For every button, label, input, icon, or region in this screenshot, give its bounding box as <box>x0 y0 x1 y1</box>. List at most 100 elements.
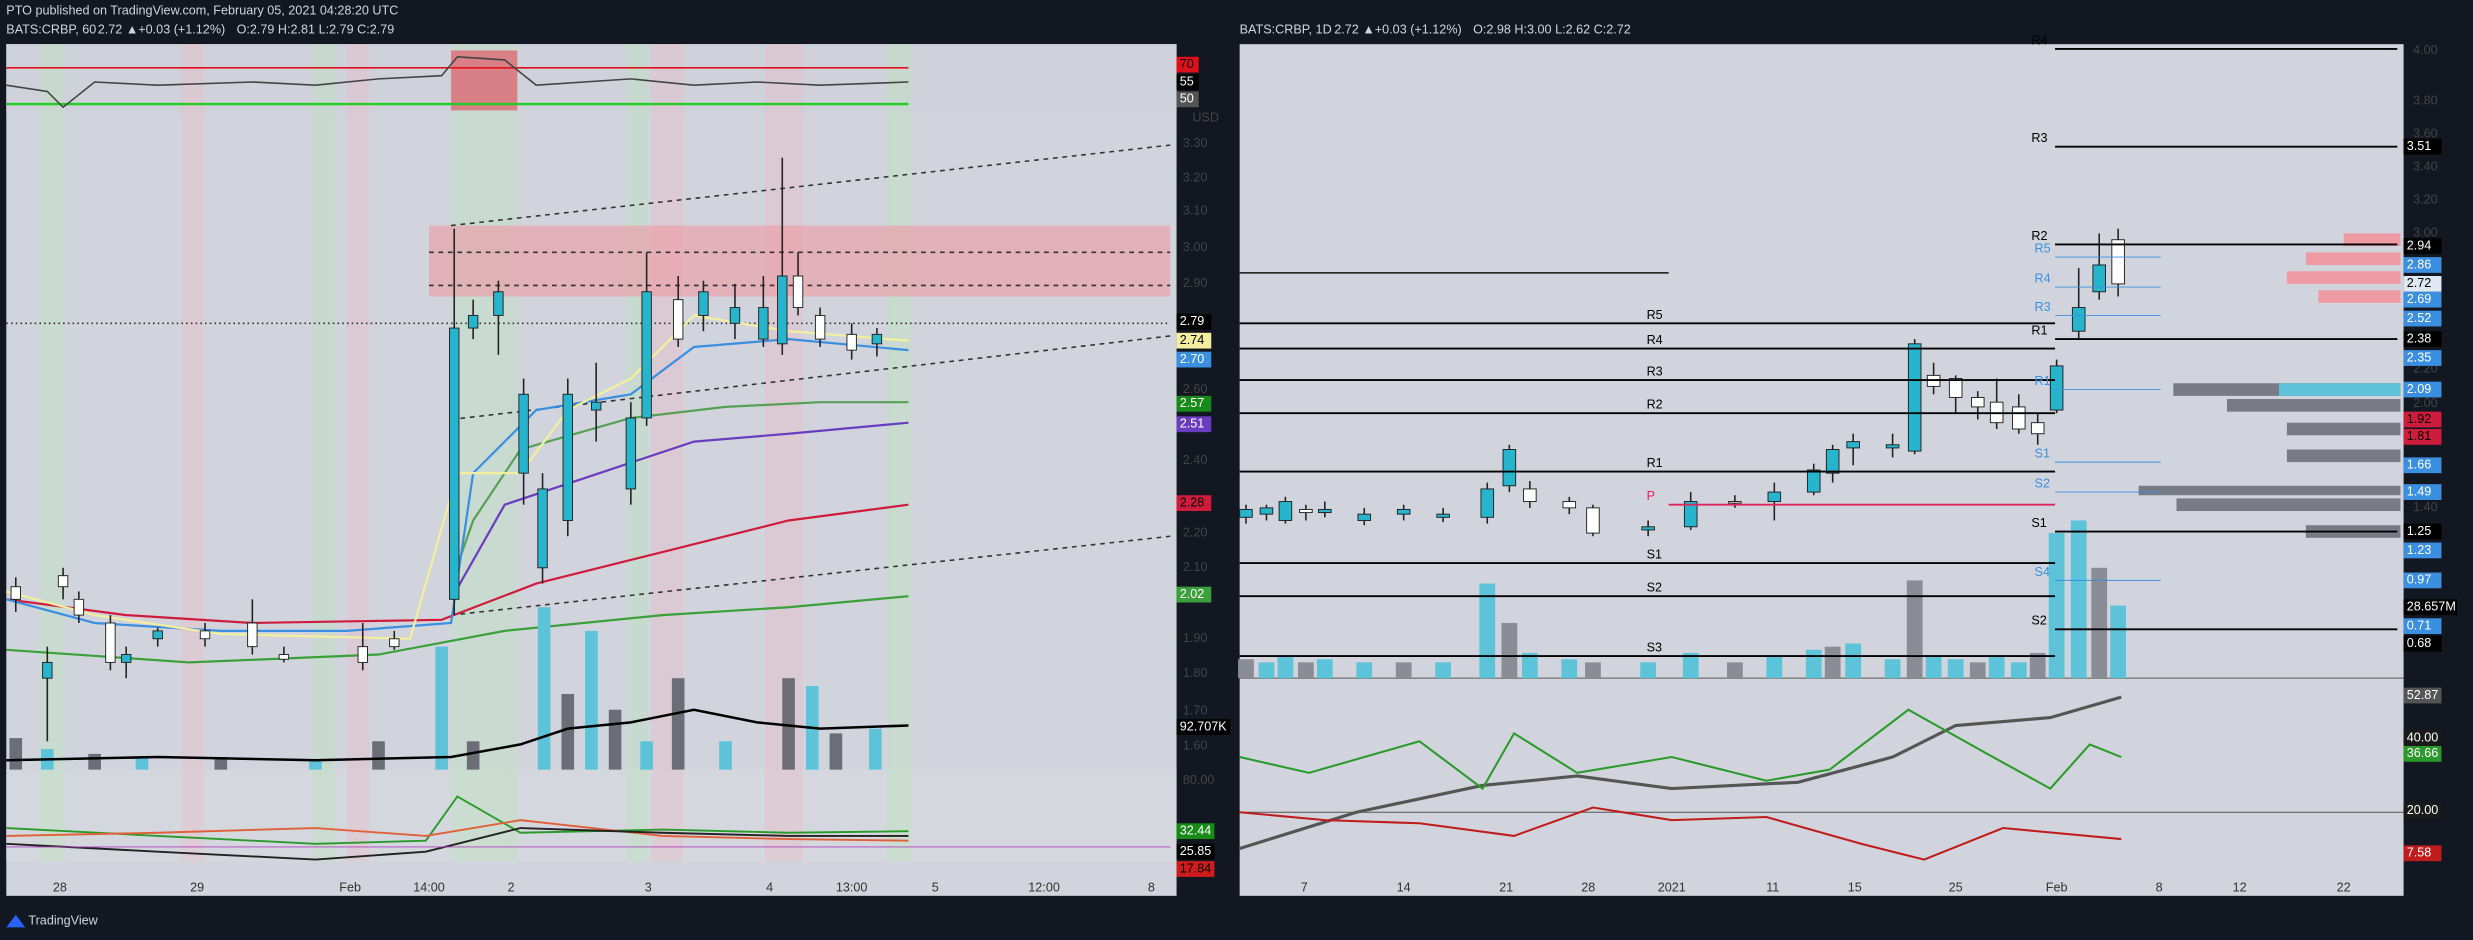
candle <box>1846 441 1860 449</box>
candle <box>1767 491 1782 503</box>
pivot-label: R3 <box>2031 131 2047 145</box>
volume-profile <box>2138 233 2401 538</box>
candle <box>1683 501 1698 528</box>
candle <box>814 314 826 340</box>
price-badge <box>1176 313 1212 330</box>
price-badge <box>1176 823 1215 840</box>
time-axis-label: Feb <box>2046 880 2068 894</box>
vp-bar <box>2343 233 2401 247</box>
candle <box>698 291 709 316</box>
pivot-label: R5 <box>1647 308 1663 322</box>
volume-bar <box>1845 643 1862 679</box>
candle <box>871 333 883 345</box>
candle <box>672 299 684 340</box>
candle <box>1396 508 1411 515</box>
volume-bar <box>435 646 448 770</box>
price-axis-label: 4.00 <box>2413 43 2438 57</box>
time-axis-label: 7 <box>1301 880 1308 894</box>
volume-bar <box>829 733 843 770</box>
badge-label: 92.707K <box>1180 719 1228 733</box>
price-badge <box>1176 56 1199 73</box>
time-axis-label: 4 <box>766 880 773 894</box>
badge-label: 2.79 <box>1180 314 1205 328</box>
volume-bar <box>1356 662 1373 679</box>
time-axis-label: 28 <box>1581 880 1595 894</box>
price-badge <box>2403 350 2442 366</box>
candle <box>2011 406 2026 430</box>
trend-lines <box>6 144 1171 616</box>
volume-bar <box>869 728 882 770</box>
price-axis-label: 2.10 <box>1183 560 1208 574</box>
price-axis-label: 3.30 <box>1183 136 1208 150</box>
price-badge <box>1176 395 1212 412</box>
band <box>312 44 335 862</box>
badge-label: 52.87 <box>2407 688 2439 702</box>
volume-bar <box>1298 662 1314 679</box>
ohlc: O:2.98 H:3.00 L:2.62 C:2.72 <box>1473 22 1631 36</box>
trend <box>450 144 1171 227</box>
candle <box>1885 444 1900 449</box>
candle <box>467 314 479 329</box>
volume-bar <box>9 738 23 770</box>
volume-bar <box>1947 659 1964 679</box>
price-axis-label: 1.60 <box>1183 738 1208 752</box>
candle <box>105 622 116 663</box>
price-axis-label: 1.40 <box>2413 500 2438 514</box>
badge-label: 2.94 <box>2407 238 2432 252</box>
volume-bar <box>1258 662 1275 679</box>
candle <box>2111 239 2125 285</box>
dmi <box>6 819 909 842</box>
time-axis-label: 21 <box>1499 880 1513 894</box>
volume-bar <box>1925 656 1942 679</box>
volume-bar <box>135 757 149 770</box>
badge-label: 1.49 <box>2407 484 2432 498</box>
price-axis-label: 3.00 <box>1183 240 1208 254</box>
candle <box>1278 501 1293 521</box>
candle <box>625 417 637 490</box>
price-badge <box>2403 310 2442 327</box>
ma <box>6 595 909 664</box>
candle <box>357 646 368 663</box>
price-axis-label: 3.00 <box>2413 226 2438 240</box>
time-axis-label: 29 <box>190 880 204 894</box>
badge-label: 28.657M <box>2407 600 2456 614</box>
volume-bar <box>214 757 228 770</box>
brand: TradingView <box>28 913 98 927</box>
time-axis-label: 8 <box>1148 880 1155 894</box>
vp-bar <box>2138 485 2401 496</box>
moving-averages <box>6 314 909 664</box>
price-axis-label: 2.40 <box>1183 453 1208 467</box>
vp-bar <box>2279 383 2401 396</box>
candle <box>199 630 211 640</box>
price-badge <box>2403 746 2442 762</box>
volume-bar <box>1805 649 1822 679</box>
candle <box>518 393 529 474</box>
time-axis-label: 2 <box>507 880 514 894</box>
candle <box>2030 422 2045 435</box>
price-badge <box>2403 845 2442 862</box>
volume-bar <box>671 678 685 770</box>
volume-bar <box>466 741 480 770</box>
badge-label: 50 <box>1180 92 1194 106</box>
price-badge <box>1176 74 1199 90</box>
price-badge <box>1176 719 1231 735</box>
price-badge <box>2403 618 2442 635</box>
price-badge <box>1176 861 1215 877</box>
time-axis-label: 8 <box>2156 880 2163 894</box>
candle <box>537 488 548 569</box>
time-axis-label: 12:00 <box>1028 880 1060 894</box>
badge-label: 2.02 <box>1180 587 1205 601</box>
candle <box>1907 343 1922 452</box>
candles <box>9 157 883 770</box>
quote: 2.72 ▲+0.03 (+1.12%) <box>98 22 225 36</box>
price-badge <box>2403 687 2442 704</box>
candle <box>1523 488 1537 503</box>
band <box>181 44 204 862</box>
price-axis-label: 3.60 <box>2413 126 2438 140</box>
pivot-label: R1 <box>2031 324 2047 338</box>
trend <box>450 535 1171 616</box>
time-axis-label: 25 <box>1949 880 1963 894</box>
candle <box>73 598 85 616</box>
candle <box>1728 501 1742 504</box>
